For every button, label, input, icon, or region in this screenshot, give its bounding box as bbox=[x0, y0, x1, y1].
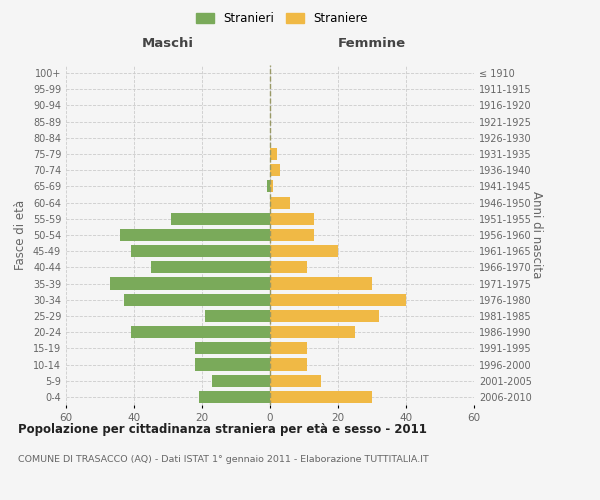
Bar bbox=[212, 374, 270, 387]
Legend: Stranieri, Straniere: Stranieri, Straniere bbox=[193, 8, 371, 28]
Bar bbox=[121, 229, 270, 241]
Bar bbox=[270, 326, 355, 338]
Bar bbox=[270, 212, 314, 225]
Bar bbox=[270, 196, 290, 208]
Bar bbox=[270, 245, 338, 258]
Bar bbox=[270, 358, 307, 370]
Bar bbox=[131, 326, 270, 338]
Bar bbox=[270, 164, 280, 176]
Text: Popolazione per cittadinanza straniera per età e sesso - 2011: Popolazione per cittadinanza straniera p… bbox=[18, 422, 427, 436]
Bar bbox=[205, 310, 270, 322]
Y-axis label: Fasce di età: Fasce di età bbox=[14, 200, 27, 270]
Bar bbox=[110, 278, 270, 289]
Bar bbox=[270, 342, 307, 354]
Bar bbox=[199, 391, 270, 403]
Text: Femmine: Femmine bbox=[338, 37, 406, 50]
Bar bbox=[270, 229, 314, 241]
Y-axis label: Anni di nascita: Anni di nascita bbox=[530, 192, 543, 278]
Bar bbox=[270, 278, 372, 289]
Bar bbox=[195, 358, 270, 370]
Bar bbox=[172, 212, 270, 225]
Bar bbox=[124, 294, 270, 306]
Bar bbox=[266, 180, 270, 192]
Text: Maschi: Maschi bbox=[142, 37, 194, 50]
Bar bbox=[270, 294, 406, 306]
Bar bbox=[270, 374, 321, 387]
Bar bbox=[270, 310, 379, 322]
Bar bbox=[270, 180, 274, 192]
Bar bbox=[270, 262, 307, 274]
Bar bbox=[270, 391, 372, 403]
Bar bbox=[151, 262, 270, 274]
Text: COMUNE DI TRASACCO (AQ) - Dati ISTAT 1° gennaio 2011 - Elaborazione TUTTITALIA.I: COMUNE DI TRASACCO (AQ) - Dati ISTAT 1° … bbox=[18, 455, 429, 464]
Bar bbox=[195, 342, 270, 354]
Bar bbox=[131, 245, 270, 258]
Bar bbox=[270, 148, 277, 160]
